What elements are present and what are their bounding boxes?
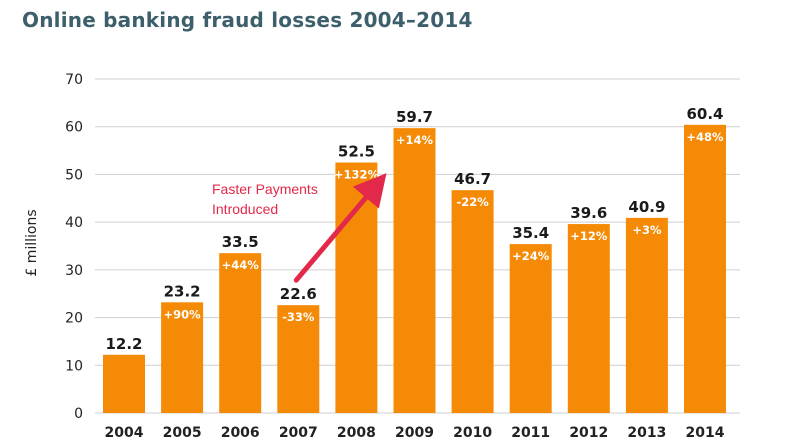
chart-title: Online banking fraud losses 2004–2014 (22, 8, 473, 32)
value-label-2008: 52.5 (338, 143, 375, 161)
x-tick-label-2004: 2004 (105, 425, 144, 441)
bar-2008 (335, 162, 378, 413)
value-label-2004: 12.2 (105, 335, 142, 353)
x-tick-label-2005: 2005 (163, 425, 202, 441)
y-tick-label: 50 (65, 167, 83, 183)
x-tick-label-2013: 2013 (627, 425, 666, 441)
annotation-line-2: Introduced (212, 201, 278, 217)
value-label-2007: 22.6 (280, 285, 317, 303)
bar-2010 (451, 190, 494, 413)
value-label-2014: 60.4 (686, 105, 723, 123)
bar-2007 (277, 305, 320, 413)
y-tick-label: 70 (65, 72, 83, 88)
x-tick-label-2009: 2009 (395, 425, 434, 441)
value-label-2011: 35.4 (512, 224, 549, 242)
y-tick-label: 20 (65, 311, 83, 327)
y-tick-label: 60 (65, 120, 83, 136)
bar-2009 (393, 128, 436, 413)
change-label-2013: +3% (632, 223, 662, 237)
bar-2006 (219, 253, 262, 413)
annotation-arrow-shaft (293, 195, 369, 283)
change-label-2008: +132% (334, 168, 380, 182)
bar-2012 (567, 224, 610, 413)
value-label-2013: 40.9 (628, 198, 665, 216)
change-label-2007: -33% (282, 310, 315, 324)
value-label-2012: 39.6 (570, 204, 607, 222)
bar-2014 (684, 124, 726, 413)
x-tick-label-2011: 2011 (511, 425, 550, 441)
x-tick-label-2006: 2006 (221, 425, 260, 441)
x-tick-label-2014: 2014 (686, 425, 725, 441)
change-label-2005: +90% (164, 307, 202, 321)
change-label-2009: +14% (396, 133, 434, 147)
change-label-2012: +12% (570, 229, 608, 243)
x-tick-label-2008: 2008 (337, 425, 376, 441)
annotation-arrow-head (352, 173, 387, 209)
bar-2011 (509, 244, 552, 413)
annotation-line-1: Faster Payments (212, 181, 318, 197)
y-tick-label: 30 (65, 263, 83, 279)
x-tick-label-2010: 2010 (453, 425, 492, 441)
x-tick-label-2012: 2012 (569, 425, 608, 441)
y-tick-label: 40 (65, 215, 83, 231)
y-tick-label: 10 (65, 358, 83, 374)
change-label-2014: +48% (686, 130, 724, 144)
value-label-2009: 59.7 (396, 108, 433, 126)
x-tick-label-2007: 2007 (279, 425, 318, 441)
value-label-2010: 46.7 (454, 170, 491, 188)
change-label-2011: +24% (512, 249, 550, 263)
value-label-2005: 23.2 (164, 282, 201, 300)
change-label-2010: -22% (456, 195, 489, 209)
change-label-2006: +44% (222, 258, 260, 272)
value-label-2006: 33.5 (222, 233, 259, 251)
bar-2004 (103, 354, 145, 413)
bar-2013 (625, 217, 668, 413)
y-axis-label: £ millions (24, 209, 40, 276)
bar-2005 (161, 302, 204, 413)
y-tick-label: 0 (74, 406, 83, 422)
